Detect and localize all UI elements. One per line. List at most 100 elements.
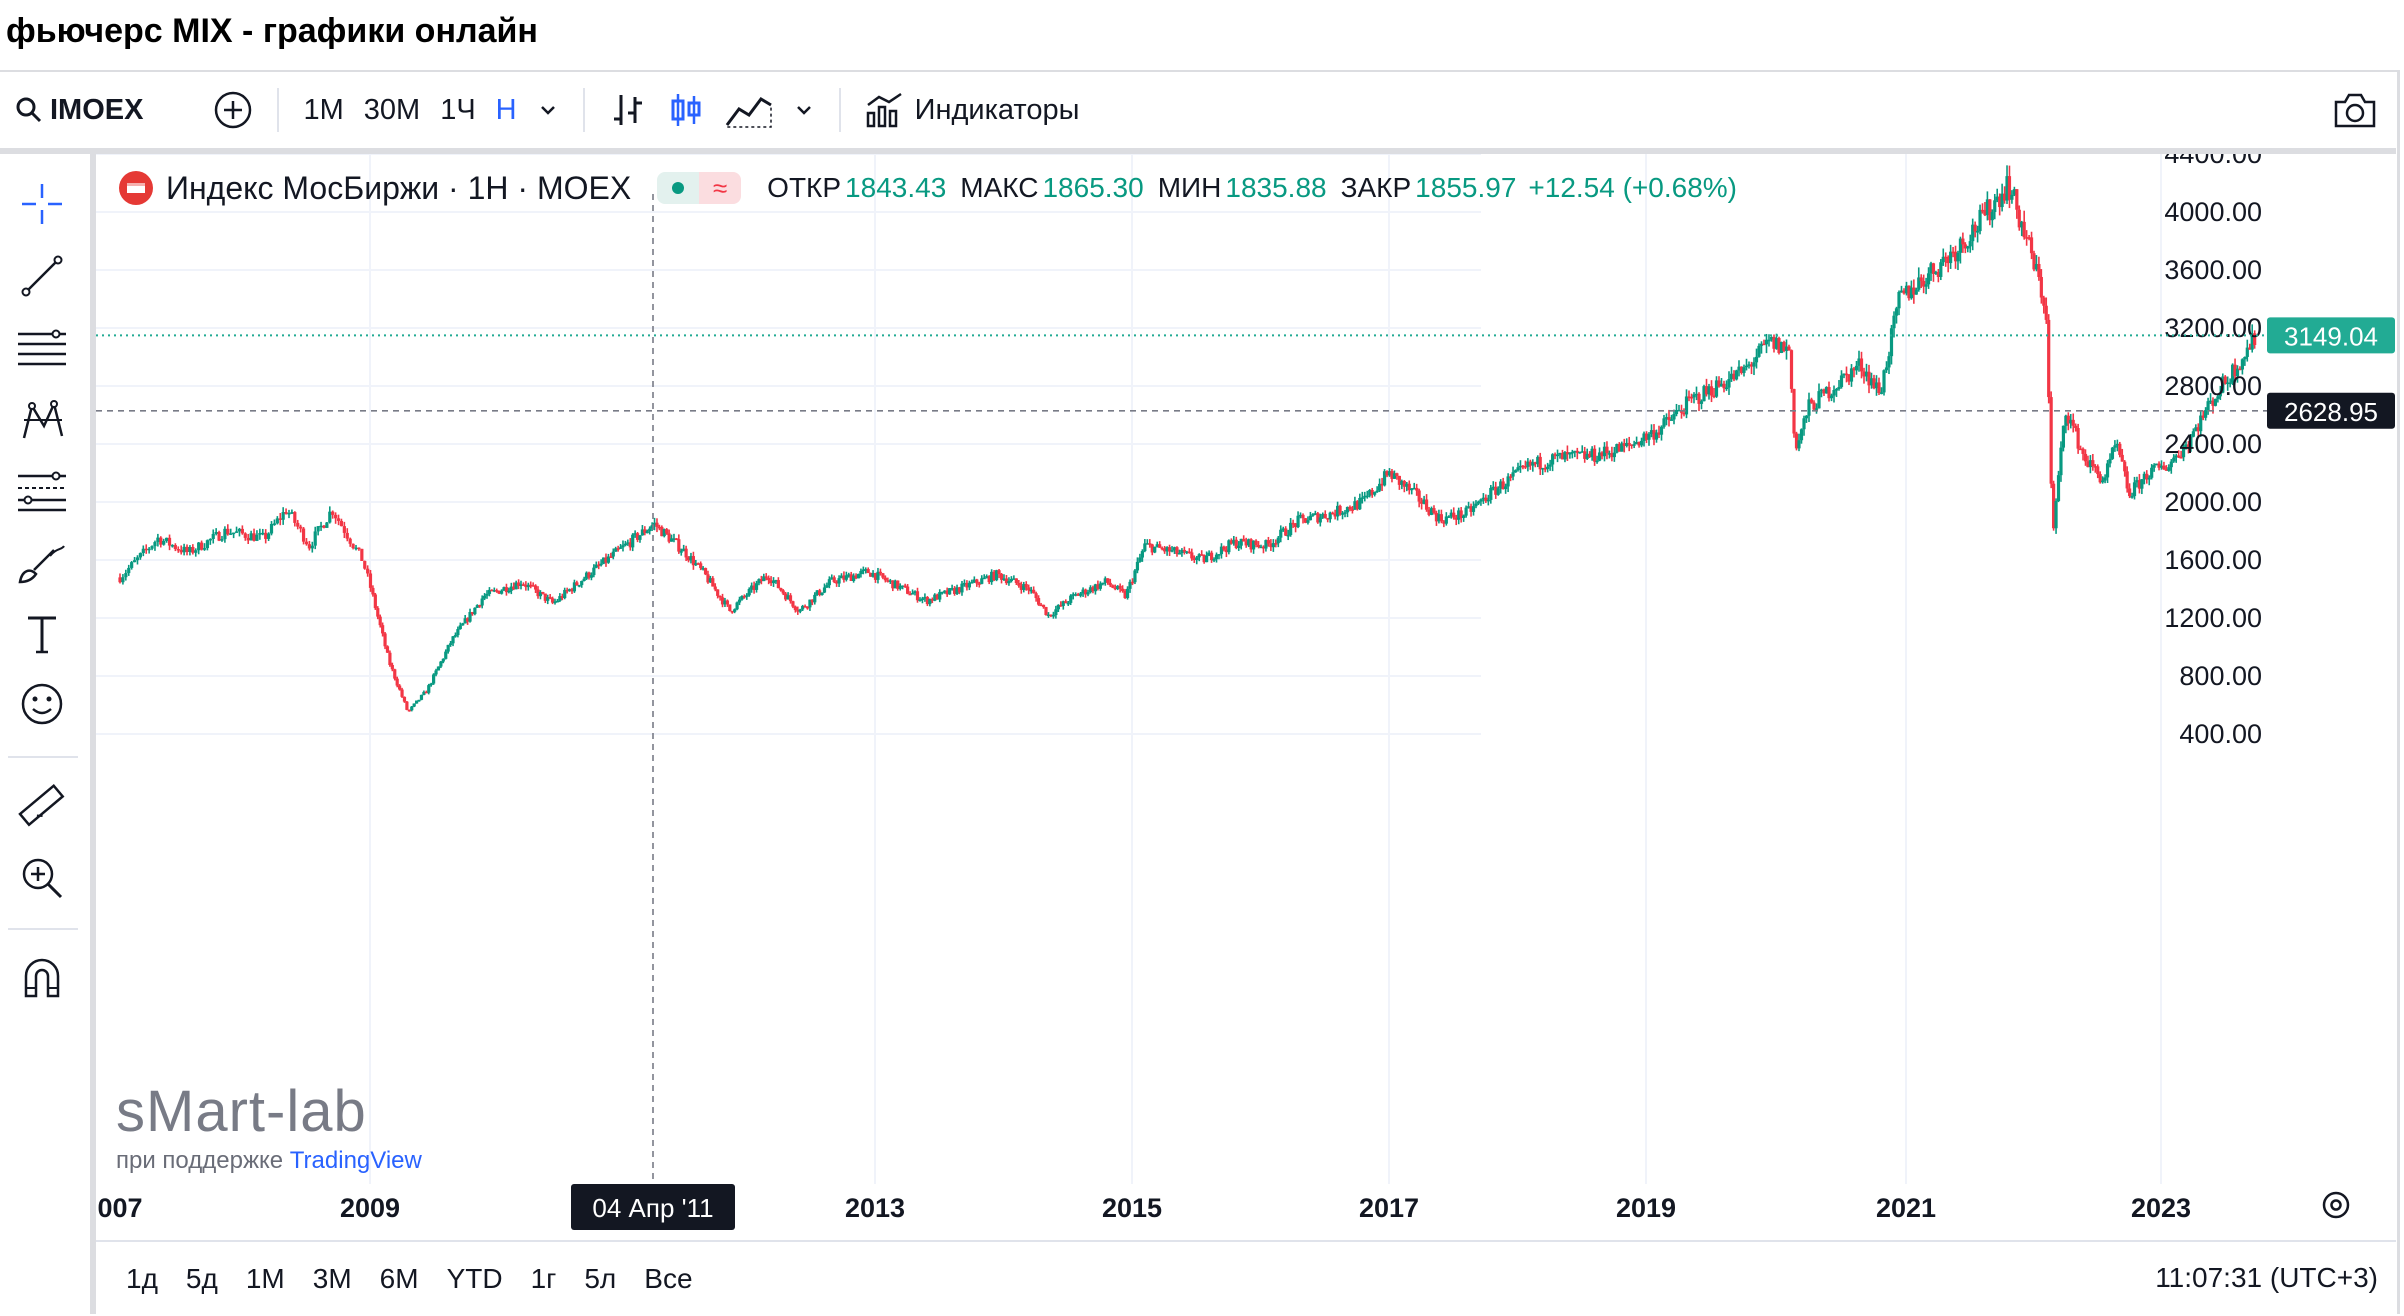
price-tick-label: 1600.00 — [2164, 545, 2262, 575]
candle-body — [883, 577, 887, 581]
time-tick-label: 2009 — [340, 1193, 400, 1223]
candle-body — [1560, 452, 1565, 460]
brush-tool-button[interactable] — [14, 536, 70, 592]
candle-body — [1769, 337, 1774, 340]
price-tick-label: 4400.00 — [2164, 154, 2262, 169]
candle-body — [660, 526, 664, 537]
candle-body — [299, 526, 303, 529]
range-5y-button[interactable]: 5л — [584, 1263, 617, 1294]
candle-body — [1508, 476, 1513, 478]
candle-body — [1392, 473, 1397, 479]
candle-body — [1504, 486, 1508, 490]
candle-body — [655, 522, 659, 527]
candle-body — [1437, 514, 1441, 522]
candle-body — [1980, 209, 1985, 212]
candle-body — [1752, 362, 1756, 367]
candle-body — [1484, 497, 1488, 502]
fib-tool-button[interactable] — [14, 464, 70, 520]
candle-body — [1712, 395, 1716, 398]
candle-body — [424, 691, 428, 694]
screenshot-button[interactable] — [2322, 82, 2388, 138]
time-axis[interactable]: 007 2009 2013 2015 2017 2019 2021 2023 — [97, 1193, 2191, 1223]
axis-settings-gear-icon[interactable] — [2322, 1191, 2350, 1219]
legend-high-value: 1865.30 — [1042, 172, 1144, 203]
measure-tool-button[interactable] — [14, 778, 70, 834]
candle-body — [456, 629, 460, 636]
candle-body — [449, 643, 453, 645]
candle-body — [1602, 446, 1607, 457]
text-tool-button[interactable] — [14, 606, 70, 662]
price-chart[interactable]: 400.00 800.00 1200.00 1600.00 2000.00 2400.00… — [96, 154, 2396, 1234]
candle-body — [830, 577, 834, 580]
price-axis[interactable]: 400.00 800.00 1200.00 1600.00 2000.00 2400.00… — [2164, 154, 2262, 749]
candle-body — [1961, 238, 1965, 245]
range-1m-button[interactable]: 1М — [245, 1263, 285, 1294]
range-all-button[interactable]: Все — [644, 1263, 693, 1294]
range-1d-button[interactable]: 1д — [126, 1263, 158, 1294]
magnet-tool-button[interactable] — [14, 950, 70, 1006]
toolbar-divider — [582, 88, 585, 132]
legend-title[interactable]: Индекс МосБиржи · 1Н · MOEX — [166, 169, 632, 206]
chart-legend: Индекс МосБиржи · 1Н · MOEX ≈ ОТКР 1843.… — [118, 168, 1737, 208]
timezone-clock[interactable]: 11:07:31 (UTC+3) — [2155, 1262, 2378, 1293]
range-5d-button[interactable]: 5д — [185, 1263, 218, 1294]
candle-body — [558, 596, 562, 601]
symbol-search-button[interactable]: IMOEX — [4, 82, 153, 138]
candle-body — [1368, 490, 1372, 496]
interval-dropdown-button[interactable] — [527, 82, 569, 138]
market-status-pill[interactable]: ≈ — [657, 172, 742, 204]
horizontal-lines-tool-button[interactable] — [14, 320, 70, 376]
candle-body — [1832, 390, 1836, 396]
bottom-range-bar: 1д 5д 1М 3М 6М YTD 1г 5л Все 11:07:31 (U… — [96, 1240, 2396, 1316]
candle-body — [952, 588, 957, 594]
emoji-tool-button[interactable] — [14, 676, 70, 732]
bars-style-button[interactable] — [599, 82, 657, 138]
interval-30m-button[interactable]: 30M — [363, 93, 421, 126]
compare-add-button[interactable] — [203, 82, 263, 138]
candle-body — [1076, 594, 1080, 596]
candle-body — [2059, 447, 2063, 476]
candle-body — [1802, 418, 1806, 430]
candle-body — [1479, 499, 1483, 502]
candle-body — [1400, 481, 1404, 485]
candle-body — [992, 571, 996, 581]
crosshair-tool-button[interactable] — [14, 176, 70, 232]
candle-body — [2154, 463, 2159, 466]
candle-body — [217, 532, 221, 541]
candle-body — [1877, 382, 1881, 393]
candle-body — [2184, 444, 2188, 448]
area-style-button[interactable] — [715, 82, 783, 138]
watermark-support: при поддержке TradingView — [116, 1147, 422, 1175]
candle-body — [269, 523, 274, 534]
interval-1m-button[interactable]: 1M — [303, 93, 344, 126]
candle-body — [1338, 505, 1342, 515]
candle-body — [2221, 376, 2225, 393]
candle-body — [1946, 257, 1950, 264]
range-3m-button[interactable]: 3М — [312, 1263, 352, 1294]
interval-week-button[interactable]: Н — [495, 93, 517, 126]
candle-body — [1422, 499, 1426, 504]
interval-1h-button[interactable]: 1Ч — [440, 93, 476, 126]
chart-widget-frame — [0, 70, 2400, 1314]
candle-body — [1195, 557, 1199, 561]
candle-body — [1523, 466, 1528, 468]
candle-body — [1709, 386, 1714, 396]
trend-line-tool-button[interactable] — [14, 248, 70, 304]
candles-style-button[interactable] — [657, 82, 715, 138]
chart-type-dropdown-button[interactable] — [783, 82, 825, 138]
candle-body — [1256, 544, 1261, 547]
candle-body — [1742, 367, 1746, 373]
zoom-in-tool-button[interactable] — [14, 850, 70, 906]
tradingview-link[interactable]: TradingView — [289, 1147, 422, 1174]
candle-body — [1585, 453, 1589, 459]
candle-body — [1804, 415, 1809, 419]
range-6m-button[interactable]: 6М — [379, 1263, 419, 1294]
candle-body — [1128, 581, 1132, 589]
range-1y-button[interactable]: 1г — [530, 1263, 557, 1294]
candle-body — [393, 669, 397, 679]
price-tick-label: 3600.00 — [2164, 255, 2262, 285]
pattern-tool-button[interactable] — [14, 392, 70, 448]
indicators-button[interactable]: Индикаторы — [855, 82, 1090, 138]
candle-body — [521, 584, 526, 586]
range-ytd-button[interactable]: YTD — [446, 1263, 503, 1294]
